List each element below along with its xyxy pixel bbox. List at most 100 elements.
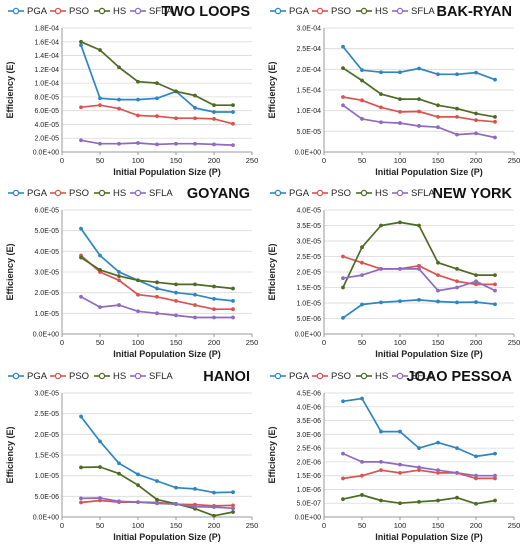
data-point-pso [360,260,364,265]
y-tick-label: 0.0E+00 [33,150,59,157]
data-point-hs [455,495,459,500]
data-point-pga [436,299,440,304]
y-axis-label: Efficiency (E) [267,426,277,483]
y-tick-label: 1.6E-04 [34,39,59,46]
y-tick-label: 1.0E-05 [296,301,321,308]
data-point-sfla [212,505,216,509]
legend-marker [360,7,368,15]
data-point-pga [212,296,216,301]
data-point-pso [79,105,83,110]
data-point-pso [455,279,459,284]
data-point-hs [79,39,83,44]
data-point-pso [474,476,478,481]
data-point-hs [398,97,402,101]
data-point-pga [417,66,421,71]
data-point-pso [231,121,235,126]
y-tick-label: 2.0E-06 [296,459,321,466]
data-point-pso [212,117,216,121]
x-tick-label: 150 [170,521,183,530]
x-tick-label: 200 [208,338,221,347]
x-axis-label: Initial Population Size (P) [375,532,483,542]
data-point-hs [79,255,83,260]
x-axis-label: Initial Population Size (P) [113,167,221,177]
data-point-hs [155,497,159,502]
data-point-pso [155,114,159,119]
y-tick-label: 2.0E-04 [296,67,321,74]
legend-label: HS [113,6,126,17]
data-point-sfla [136,309,140,314]
data-point-hs [436,498,440,503]
y-tick-label: 3.0E-06 [296,432,321,439]
data-point-pga [360,68,364,73]
data-point-hs [493,498,497,503]
data-point-pga [231,110,235,114]
data-point-pga [341,399,345,404]
data-point-pga [341,44,345,49]
y-tick-label: 2.5E-04 [296,46,321,53]
data-point-pso [341,254,345,259]
data-point-hs [231,286,235,291]
data-point-sfla [455,132,459,137]
data-point-sfla [136,141,140,145]
legend-label: PSO [69,188,89,199]
data-point-pso [155,294,159,299]
data-point-pso [417,263,421,268]
data-point-hs [212,103,216,108]
legend-marker [54,372,62,380]
legend-marker [360,372,368,380]
x-axis-label: Initial Population Size (P) [113,532,221,542]
data-point-pso [117,278,121,283]
data-point-sfla [341,451,345,456]
legend-marker [12,189,20,197]
data-point-pso [193,303,197,307]
data-point-pso [417,109,421,114]
data-point-pso [341,476,345,481]
x-tick-label: 100 [132,521,145,530]
data-point-sfla [174,502,178,507]
data-point-sfla [231,315,235,320]
data-point-pga [398,299,402,304]
data-point-sfla [136,500,140,505]
data-point-pso [360,473,364,478]
data-point-pga [79,226,83,231]
data-point-sfla [379,120,383,125]
x-tick-label: 100 [394,338,407,347]
x-tick-label: 150 [170,156,183,165]
data-point-pga [398,429,402,434]
legend-marker [12,7,20,15]
x-tick-label: 150 [432,338,445,347]
legend-label: PGA [289,6,310,17]
data-point-sfla [117,303,121,307]
data-point-sfla [174,313,178,318]
legend-label: PSO [69,371,89,382]
data-point-hs [231,103,235,108]
legend-label: HS [375,188,388,199]
y-tick-label: 0.0E+00 [33,332,59,339]
y-tick-label: 1.5E-06 [296,473,321,480]
data-point-sfla [341,103,345,108]
data-point-pso [193,116,197,121]
y-axis-label: Efficiency (E) [5,61,15,118]
y-tick-label: 1.2E-04 [34,67,59,74]
data-point-pso [174,299,178,303]
data-point-hs [79,465,83,470]
x-tick-label: 100 [132,156,145,165]
data-point-hs [341,66,345,70]
data-point-pga [117,461,121,466]
y-tick-label: 2.0E-05 [34,136,59,143]
data-point-pso [174,116,178,121]
y-axis-label: Efficiency (E) [5,426,15,483]
data-point-hs [231,510,235,514]
legend-marker [360,189,368,197]
data-point-pga [98,96,102,101]
legend-marker [98,372,106,380]
y-axis-label: Efficiency (E) [267,243,277,300]
data-point-sfla [174,141,178,146]
data-point-sfla [398,267,402,271]
y-tick-label: 3.0E-04 [296,26,321,33]
data-point-hs [155,280,159,285]
legend-label: PGA [27,371,48,382]
x-axis-label: Initial Population Size (P) [113,349,221,359]
data-point-sfla [360,117,364,121]
legend-marker [396,372,404,380]
